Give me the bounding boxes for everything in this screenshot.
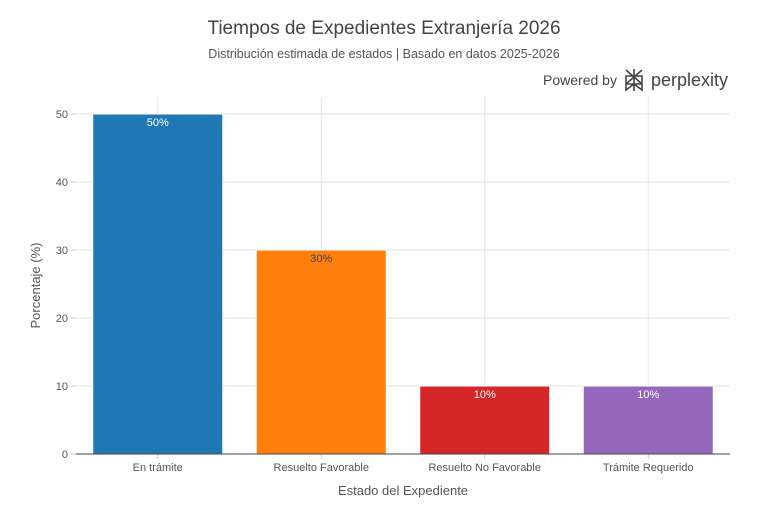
y-tick-label: 30 [56, 245, 68, 257]
y-tick-label: 10 [56, 381, 68, 393]
bar-2 [419, 385, 551, 455]
chart-subtitle: Distribución estimada de estados | Basad… [208, 47, 560, 61]
y-tick-label: 50 [56, 109, 68, 121]
data-label: 10% [637, 389, 659, 401]
bar-1 [255, 249, 387, 455]
x-tick-label: Resuelto No Favorable [428, 462, 541, 474]
y-tick-label: 0 [62, 449, 68, 461]
data-label: 30% [310, 253, 332, 265]
y-tick-label: 20 [56, 313, 68, 325]
bar-3 [582, 385, 714, 455]
perplexity-wordmark: perplexity [650, 69, 728, 90]
x-axis-title: Estado del Expediente [338, 483, 468, 498]
powered-by-text: Powered by [543, 72, 617, 88]
branding: Powered by perplexity [543, 68, 728, 92]
data-label: 10% [474, 389, 496, 401]
perplexity-logo-icon [625, 69, 643, 92]
x-tick-label: Resuelto Favorable [274, 462, 369, 474]
y-axis-title: Porcentaje (%) [28, 243, 43, 329]
chart-title: Tiempos de Expedientes Extranjería 2026 [207, 18, 561, 39]
x-tick-label: Trámite Requerido [603, 462, 694, 474]
x-tick-label: En trámite [133, 462, 183, 474]
bar-0 [92, 113, 224, 455]
data-label: 50% [147, 117, 169, 129]
y-tick-label: 40 [56, 177, 68, 189]
